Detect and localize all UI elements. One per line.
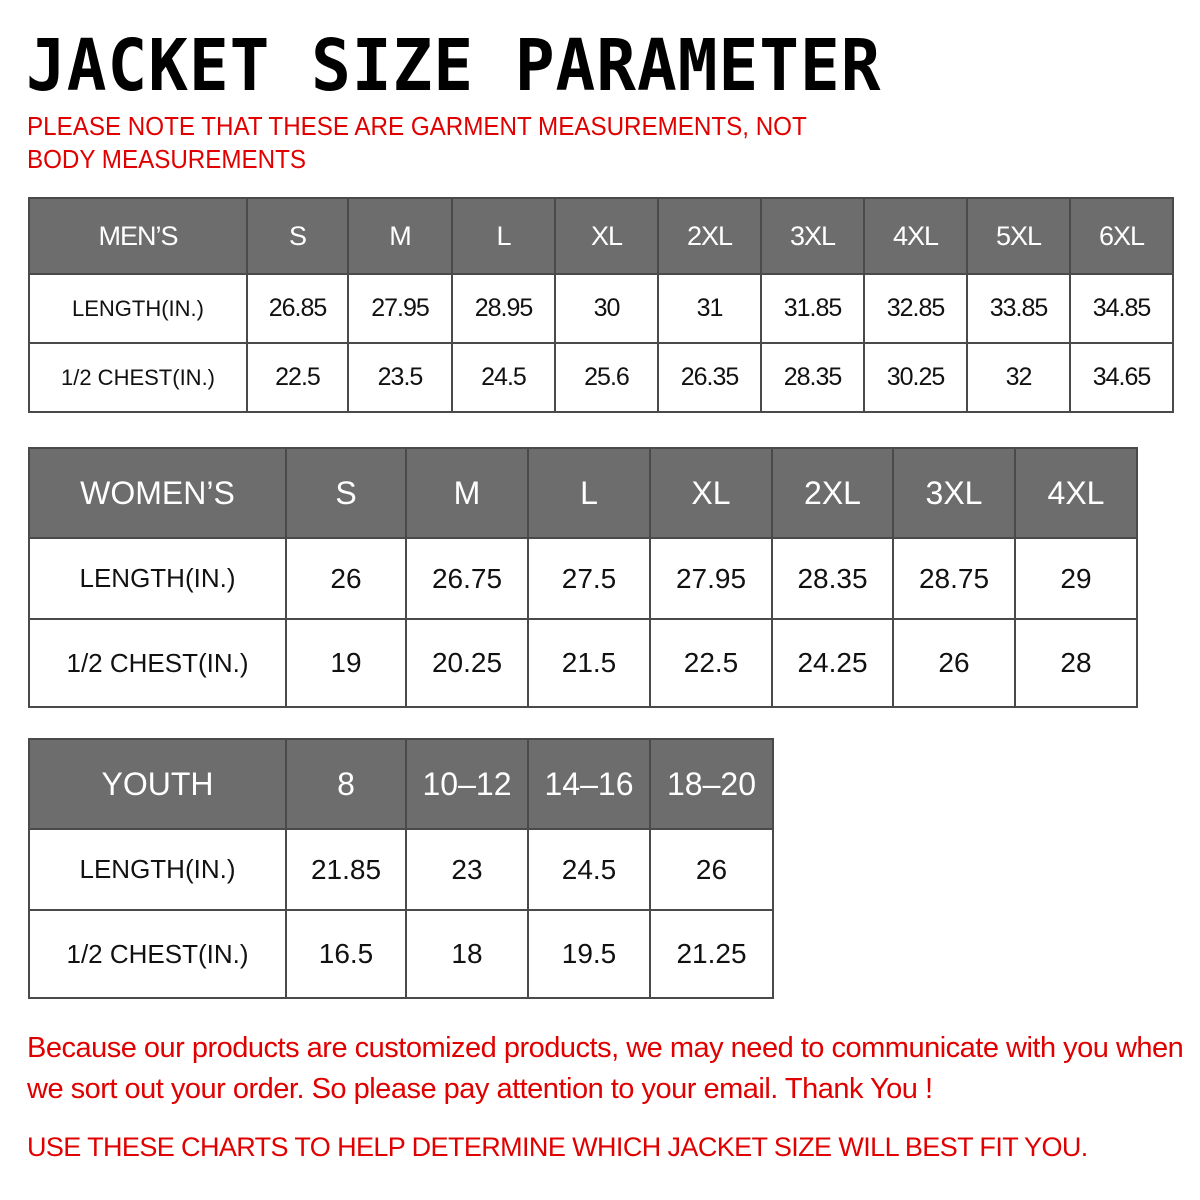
category-header: WOMEN’S [28,447,287,539]
size-header: 4XL [1014,447,1138,539]
measurement-cell: 26 [649,828,774,911]
size-header: M [405,447,529,539]
header-row: WOMEN’S S M L XL 2XL 3XL 4XL [28,447,1138,539]
size-header: M [347,197,453,275]
header-row: MEN’S S M L XL 2XL 3XL 4XL 5XL 6XL [28,197,1174,275]
customization-message: Because our products are customized prod… [27,1032,1184,1105]
women-size-table: WOMEN’S S M L XL 2XL 3XL 4XL LENGTH(IN.) 26 26.75 2… [28,447,1138,708]
measurement-cell: 21.25 [649,909,774,999]
row-label: LENGTH(IN.) [28,828,287,911]
size-header: 4XL [863,197,968,275]
row-label: 1/2 CHEST(IN.) [28,909,287,999]
size-header: 2XL [771,447,894,539]
measurement-cell: 28.35 [760,342,865,413]
size-header: 2XL [657,197,762,275]
measurement-cell: 33.85 [966,273,1071,344]
measurement-cell: 22.5 [246,342,349,413]
measurement-cell: 28 [1014,618,1138,708]
measurement-cell: 34.85 [1069,273,1174,344]
size-header: XL [554,197,659,275]
men-size-table: MEN’S S M L XL 2XL 3XL 4XL 5XL 6XL LENGTH(IN.) 26.8… [28,197,1174,413]
measurement-cell: 25.6 [554,342,659,413]
page-title: JACKET SIZE PARAMETER [26,24,882,108]
measurement-cell: 19 [285,618,407,708]
measurement-cell: 26.75 [405,537,529,620]
youth-size-table: YOUTH 8 10–12 14–16 18–20 LENGTH(IN.) 21.85 23 2… [28,738,774,999]
measurement-cell: 34.65 [1069,342,1174,413]
size-header: S [246,197,349,275]
measurement-cell: 21.85 [285,828,407,911]
size-header: 8 [285,738,407,830]
size-header: 3XL [760,197,865,275]
size-header: 5XL [966,197,1071,275]
table-row: 1/2 CHEST(IN.) 19 20.25 21.5 22.5 24.25 26 28 [28,618,1138,708]
category-header: MEN’S [28,197,248,275]
measurement-cell: 27.95 [649,537,773,620]
measurement-cell: 20.25 [405,618,529,708]
size-header: S [285,447,407,539]
size-header: L [451,197,556,275]
measurement-note: PLEASE NOTE THAT THESE ARE GARMENT MEASU… [27,111,807,174]
size-header: XL [649,447,773,539]
measurement-cell: 29 [1014,537,1138,620]
table-row: LENGTH(IN.) 21.85 23 24.5 26 [28,828,774,911]
measurement-cell: 30.25 [863,342,968,413]
size-header: 3XL [892,447,1016,539]
size-header: L [527,447,651,539]
measurement-cell: 22.5 [649,618,773,708]
row-label: LENGTH(IN.) [28,537,287,620]
measurement-cell: 24.25 [771,618,894,708]
measurement-cell: 26.35 [657,342,762,413]
measurement-cell: 32.85 [863,273,968,344]
table-row: 1/2 CHEST(IN.) 22.5 23.5 24.5 25.6 26.35 28.35… [28,342,1174,413]
measurement-cell: 28.95 [451,273,556,344]
measurement-cell: 26 [285,537,407,620]
size-advice: USE THESE CHARTS TO HELP DETERMINE WHICH… [27,1132,1088,1162]
measurement-cell: 23 [405,828,529,911]
category-header: YOUTH [28,738,287,830]
measurement-cell: 28.35 [771,537,894,620]
measurement-cell: 26 [892,618,1016,708]
size-header: 18–20 [649,738,774,830]
measurement-cell: 23.5 [347,342,453,413]
measurement-cell: 27.95 [347,273,453,344]
measurement-cell: 19.5 [527,909,651,999]
measurement-cell: 31 [657,273,762,344]
size-header: 6XL [1069,197,1174,275]
table-row: LENGTH(IN.) 26.85 27.95 28.95 30 31 31.85 32.85… [28,273,1174,344]
measurement-cell: 26.85 [246,273,349,344]
row-label: 1/2 CHEST(IN.) [28,618,287,708]
measurement-cell: 24.5 [527,828,651,911]
table-row: 1/2 CHEST(IN.) 16.5 18 19.5 21.25 [28,909,774,999]
measurement-cell: 27.5 [527,537,651,620]
measurement-cell: 31.85 [760,273,865,344]
measurement-cell: 24.5 [451,342,556,413]
measurement-cell: 28.75 [892,537,1016,620]
row-label: 1/2 CHEST(IN.) [28,342,248,413]
size-header: 14–16 [527,738,651,830]
row-label: LENGTH(IN.) [28,273,248,344]
measurement-cell: 16.5 [285,909,407,999]
measurement-cell: 21.5 [527,618,651,708]
measurement-cell: 18 [405,909,529,999]
table-row: LENGTH(IN.) 26 26.75 27.5 27.95 28.35 28.75 29 [28,537,1138,620]
size-header: 10–12 [405,738,529,830]
measurement-cell: 30 [554,273,659,344]
header-row: YOUTH 8 10–12 14–16 18–20 [28,738,774,830]
measurement-cell: 32 [966,342,1071,413]
